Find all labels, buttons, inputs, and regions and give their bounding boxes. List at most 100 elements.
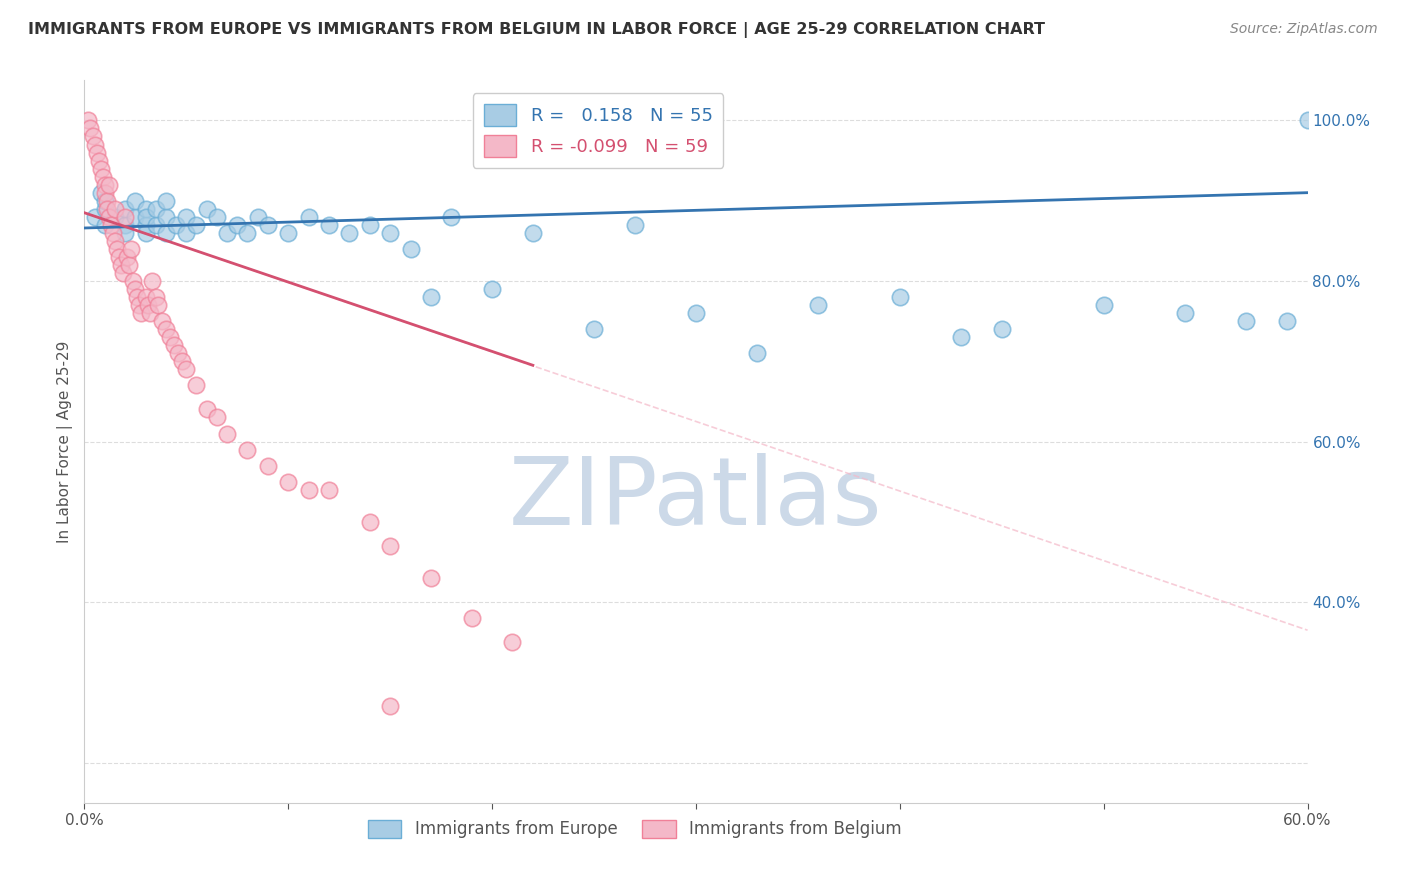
Point [339, 226, 361, 240]
Point [114, 210, 136, 224]
Point [101, 226, 124, 240]
Point [141, 274, 163, 288]
Point [135, 210, 157, 224]
Point [205, 210, 228, 224]
Point [277, 475, 299, 489]
Point [195, 402, 218, 417]
Point [90, 161, 112, 176]
Point [135, 290, 157, 304]
Point [90, 186, 112, 200]
Point [145, 290, 167, 304]
Point [1236, 314, 1258, 328]
Point [79, 121, 101, 136]
Point [217, 426, 239, 441]
Point [93, 194, 115, 208]
Point [86, 145, 108, 160]
Point [104, 210, 127, 224]
Point [380, 226, 402, 240]
Point [114, 202, 136, 216]
Point [114, 226, 136, 240]
Point [105, 242, 128, 256]
Point [97, 178, 120, 192]
Point [236, 226, 259, 240]
Point [163, 338, 186, 352]
Point [124, 210, 146, 224]
Point [889, 290, 911, 304]
Point [461, 611, 484, 625]
Text: Source: ZipAtlas.com: Source: ZipAtlas.com [1230, 22, 1378, 37]
Point [146, 298, 169, 312]
Point [685, 306, 707, 320]
Point [128, 298, 150, 312]
Point [96, 202, 118, 216]
Point [1277, 314, 1299, 328]
Point [110, 258, 132, 272]
Point [318, 483, 340, 497]
Point [440, 210, 463, 224]
Point [186, 378, 208, 392]
Text: IMMIGRANTS FROM EUROPE VS IMMIGRANTS FROM BELGIUM IN LABOR FORCE | AGE 25-29 COR: IMMIGRANTS FROM EUROPE VS IMMIGRANTS FRO… [28, 22, 1045, 38]
Point [91, 169, 114, 184]
Point [112, 266, 135, 280]
Point [195, 202, 218, 216]
Point [127, 290, 149, 304]
Point [77, 113, 100, 128]
Point [155, 322, 177, 336]
Point [246, 210, 269, 224]
Text: ZIPatlas: ZIPatlas [509, 453, 883, 545]
Point [318, 218, 340, 232]
Point [83, 210, 105, 224]
Point [114, 218, 136, 232]
Point [298, 210, 321, 224]
Point [155, 226, 177, 240]
Point [950, 330, 973, 344]
Point [135, 202, 157, 216]
Point [1092, 298, 1115, 312]
Point [122, 274, 145, 288]
Point [115, 250, 138, 264]
Point [82, 129, 104, 144]
Point [96, 194, 118, 208]
Point [420, 290, 443, 304]
Point [359, 515, 381, 529]
Point [172, 354, 194, 368]
Point [93, 202, 115, 216]
Point [131, 306, 153, 320]
Point [120, 242, 142, 256]
Point [217, 226, 239, 240]
Point [145, 202, 167, 216]
Point [186, 218, 208, 232]
Point [138, 306, 160, 320]
Point [502, 635, 524, 649]
Point [155, 210, 177, 224]
Point [108, 250, 131, 264]
Point [124, 282, 146, 296]
Point [257, 218, 280, 232]
Point [359, 218, 381, 232]
Point [97, 210, 120, 224]
Point [150, 314, 173, 328]
Point [277, 226, 299, 240]
Point [174, 210, 197, 224]
Point [522, 226, 544, 240]
Point [135, 226, 157, 240]
Point [380, 699, 402, 714]
Point [167, 346, 190, 360]
Y-axis label: In Labor Force | Age 25-29: In Labor Force | Age 25-29 [58, 341, 73, 542]
Point [1174, 306, 1197, 320]
Point [135, 218, 157, 232]
Legend: Immigrants from Europe, Immigrants from Belgium: Immigrants from Europe, Immigrants from … [361, 813, 908, 845]
Point [991, 322, 1014, 336]
Point [87, 153, 110, 168]
Point [104, 234, 127, 248]
Point [83, 137, 105, 152]
Point [100, 218, 122, 232]
Point [145, 218, 167, 232]
Point [136, 298, 159, 312]
Point [205, 410, 228, 425]
Point [1296, 113, 1319, 128]
Point [174, 362, 197, 376]
Point [93, 186, 115, 200]
Point [124, 194, 146, 208]
Point [226, 218, 249, 232]
